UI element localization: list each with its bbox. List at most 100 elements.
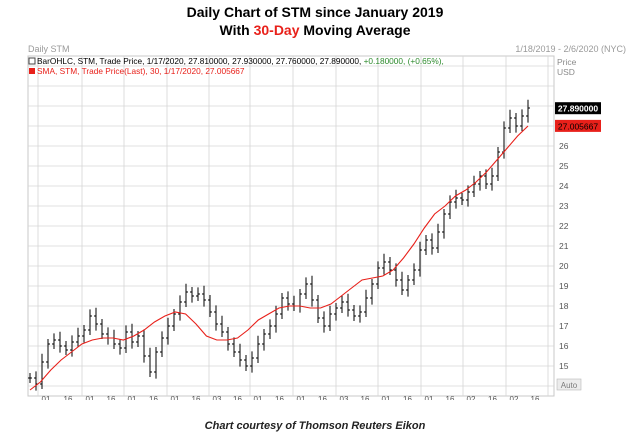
ohlc-bar: [478, 171, 482, 191]
y-tick-label: 23: [559, 201, 569, 211]
sma-price-box: [555, 119, 601, 132]
ohlc-bar: [382, 253, 386, 275]
x-axis: 01 16 01 16 01 16 01 16 03 16 01 16 01 16 03 16 01 16 01 16…: [42, 395, 540, 400]
ohlc-change: +0.180000, (+0.65%),: [364, 56, 444, 66]
ohlc-bar: [406, 275, 410, 297]
ohlc-bar: [442, 209, 446, 239]
ohlc-bar: [118, 339, 122, 355]
ohlc-bar: [82, 325, 86, 343]
y-tick-label: 18: [559, 301, 569, 311]
last-price-label: 27.890000: [558, 104, 598, 114]
ohlc-bar: [514, 113, 518, 133]
chart-subtitle: With 30-Day Moving Average: [219, 22, 411, 38]
ohlc-bar: [250, 351, 254, 373]
ohlc-bar: [28, 373, 32, 383]
price-labels: 27.890000 27.005667: [555, 102, 601, 132]
x-tick-label: 16: [446, 395, 455, 400]
y-axis: 14151617181920212223242526: [559, 141, 569, 391]
ohlc-bar: [436, 223, 440, 253]
x-tick-label: 01: [382, 395, 391, 400]
ohlc-bar: [280, 293, 284, 319]
x-tick-label: 16: [403, 395, 412, 400]
ohlc-bar: [64, 341, 68, 355]
ohlc-bar: [358, 305, 362, 323]
ohlc-bar: [166, 317, 170, 345]
price-axis-label: Price: [557, 57, 577, 67]
x-tick-label: 16: [488, 395, 497, 400]
x-tick-label: 01: [297, 395, 306, 400]
price-chart: Daily STM 1/18/2019 - 2/6/2020 (NYC) Bar…: [27, 44, 626, 400]
sma-series-line: [29, 125, 529, 391]
ohlc-bar: [232, 337, 236, 357]
x-tick-label: 01: [254, 395, 263, 400]
y-tick-label: 22: [559, 221, 569, 231]
y-tick-label: 17: [559, 321, 569, 331]
sma-price-label: 27.005667: [558, 121, 598, 131]
x-tick-label: 16: [531, 395, 540, 400]
chart-footer: Chart courtesy of Thomson Reuters Eikon: [204, 420, 426, 432]
ohlc-bar: [460, 193, 464, 205]
ohlc-bar: [418, 241, 422, 277]
y-tick-label: 20: [559, 261, 569, 271]
ohlc-bar: [334, 303, 338, 321]
ohlc-bar: [520, 109, 524, 131]
ohlc-bar: [376, 261, 380, 289]
ohlc-bar: [160, 331, 164, 357]
y-tick-label: 15: [559, 361, 569, 371]
ohlc-legend-text: BarOHLC, STM, Trade Price, 1/17/2020, 27…: [37, 56, 444, 66]
ohlc-bar: [94, 307, 98, 331]
y-tick-label: 24: [559, 181, 569, 191]
ohlc-bar: [268, 319, 272, 339]
ohlc-bar: [496, 147, 500, 181]
x-tick-label: 16: [149, 395, 158, 400]
panel-name: Daily STM: [28, 44, 70, 54]
x-tick-label: 01: [425, 395, 434, 400]
ohlc-bar: [508, 109, 512, 133]
ohlc-bar: [304, 277, 308, 299]
ohlc-bar: [352, 305, 356, 321]
x-tick-label: 16: [64, 395, 73, 400]
chart-header: Daily STM 1/18/2019 - 2/6/2020 (NYC): [28, 44, 626, 54]
ohlc-bar: [328, 305, 332, 331]
ohlc-bar: [256, 335, 260, 363]
ohlc-bar: [34, 371, 38, 391]
ohlc-bar: [244, 355, 248, 371]
ohlc-legend-swatch: [28, 57, 36, 65]
x-tick-label: 01: [86, 395, 95, 400]
chart-title: Daily Chart of STM since January 2019: [186, 4, 444, 20]
ohlc-bar: [364, 289, 368, 317]
x-tick-label: 16: [361, 395, 370, 400]
ohlc-bar: [148, 347, 152, 377]
chart-grid: [27, 55, 555, 397]
x-tick-label: 02: [467, 395, 476, 400]
x-tick-label: 16: [275, 395, 284, 400]
ohlc-bar: [214, 305, 218, 331]
price-axis-unit: USD: [557, 67, 575, 77]
auto-button-label[interactable]: Auto: [561, 381, 578, 390]
ohlc-bar: [448, 195, 452, 219]
ohlc-bar: [184, 283, 188, 307]
ohlc-bar: [424, 235, 428, 255]
auto-button[interactable]: [556, 378, 582, 391]
y-tick-label: 26: [559, 141, 569, 151]
subtitle-accent: 30-Day: [253, 22, 300, 38]
ohlc-bar: [154, 347, 158, 379]
ohlc-bar: [490, 167, 494, 191]
sma-legend-swatch: [29, 68, 35, 74]
ohlc-bar: [430, 233, 434, 255]
x-tick-label: 02: [510, 395, 519, 400]
ohlc-bar: [100, 319, 104, 339]
ohlc-series: [28, 99, 530, 391]
ohlc-bar: [454, 189, 458, 209]
chart-legend: BarOHLC, STM, Trade Price, 1/17/2020, 27…: [28, 56, 444, 76]
ohlc-bar: [70, 335, 74, 357]
ohlc-bar: [400, 271, 404, 295]
y-tick-label: 25: [559, 161, 569, 171]
ohlc-bar: [412, 263, 416, 285]
ohlc-bar: [316, 295, 320, 323]
y-tick-label: 19: [559, 281, 569, 291]
ohlc-bar: [178, 295, 182, 321]
ohlc-bar: [286, 291, 290, 311]
ohlc-bar: [310, 275, 314, 307]
x-tick-label: 16: [107, 395, 116, 400]
